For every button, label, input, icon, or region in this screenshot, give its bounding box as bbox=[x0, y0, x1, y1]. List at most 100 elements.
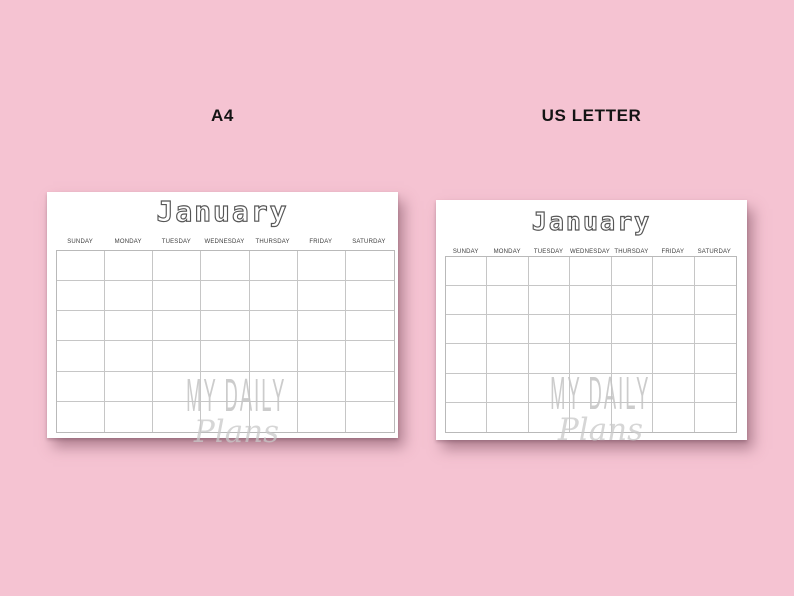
calendar-day-cell bbox=[201, 281, 250, 312]
calendar-day-cell bbox=[201, 341, 250, 372]
calendar-day-cell bbox=[297, 251, 346, 282]
calendar-day-cell bbox=[201, 311, 250, 342]
day-header-sunday: SUNDAY bbox=[452, 249, 479, 255]
calendar-day-cell bbox=[653, 344, 695, 374]
calendar-day-cell bbox=[345, 372, 394, 402]
calendar-day-cell bbox=[446, 344, 488, 374]
calendar-day-cell bbox=[57, 401, 106, 432]
day-header-saturday: SATURDAY bbox=[352, 239, 386, 245]
calendar-day-cell bbox=[297, 281, 346, 312]
calendar-day-cell bbox=[153, 341, 202, 372]
calendar-day-cell bbox=[528, 373, 571, 403]
calendar-day-cell bbox=[153, 401, 202, 432]
calendar-day-cell bbox=[528, 257, 571, 287]
day-header-thursday: THURSDAY bbox=[614, 249, 649, 255]
day-header-monday: MONDAY bbox=[114, 239, 142, 245]
calendar-day-cell bbox=[611, 257, 654, 287]
day-header-tuesday: TUESDAY bbox=[161, 239, 191, 245]
calendar-day-cell bbox=[446, 402, 488, 432]
calendar-day-cell bbox=[653, 402, 695, 432]
calendar-day-cell bbox=[249, 311, 298, 342]
format-label-a4: A4 bbox=[211, 106, 234, 125]
calendar-day-cell bbox=[695, 403, 736, 432]
calendar-day-cell bbox=[249, 281, 298, 312]
calendar-day-cell bbox=[346, 402, 394, 432]
calendar-day-cell bbox=[694, 374, 736, 403]
calendar-day-cell bbox=[249, 371, 298, 402]
calendar-title: January bbox=[531, 206, 652, 236]
calendar-day-cell bbox=[694, 257, 736, 287]
day-header-saturday: SATURDAY bbox=[697, 249, 731, 255]
day-header-monday: MONDAY bbox=[493, 249, 521, 255]
calendar-day-cell bbox=[345, 311, 394, 342]
calendar-day-cell bbox=[611, 344, 654, 374]
calendar-day-cell bbox=[105, 341, 154, 372]
calendar-day-cell bbox=[611, 315, 654, 345]
calendar-day-cell bbox=[694, 344, 736, 374]
day-header-row: SUNDAY MONDAY TUESDAY WEDNESDAY THURSDAY… bbox=[445, 240, 735, 258]
calendar-day-cell bbox=[570, 315, 612, 345]
calendar-day-cell bbox=[611, 373, 654, 403]
calendar-day-cell bbox=[612, 402, 654, 432]
calendar-day-cell bbox=[249, 341, 298, 372]
calendar-day-cell bbox=[153, 311, 202, 342]
calendar-day-cell bbox=[201, 401, 250, 432]
day-header-sunday: SUNDAY bbox=[67, 239, 93, 245]
calendar-day-cell bbox=[653, 373, 695, 403]
calendar-grid bbox=[56, 250, 395, 433]
calendar-day-cell bbox=[446, 373, 488, 403]
calendar-day-cell bbox=[153, 371, 202, 402]
calendar-day-cell bbox=[653, 315, 695, 345]
calendar-day-cell bbox=[57, 341, 106, 372]
calendar-day-cell bbox=[694, 315, 736, 345]
day-header-friday: FRIDAY bbox=[661, 249, 685, 255]
calendar-day-cell bbox=[653, 286, 695, 316]
calendar-day-cell bbox=[57, 251, 106, 282]
calendar-day-cell bbox=[57, 371, 106, 402]
calendar-day-cell bbox=[570, 257, 612, 287]
calendar-day-cell bbox=[570, 344, 612, 374]
calendar-day-cell bbox=[201, 251, 250, 282]
calendar-day-cell bbox=[298, 401, 346, 432]
day-header-friday: FRIDAY bbox=[309, 239, 333, 245]
calendar-day-cell bbox=[345, 341, 394, 372]
calendar-day-cell bbox=[345, 281, 394, 312]
calendar-day-cell bbox=[487, 373, 529, 403]
calendar-day-cell bbox=[611, 286, 654, 316]
calendar-day-cell bbox=[105, 311, 154, 342]
calendar-day-cell bbox=[446, 315, 488, 345]
calendar-day-cell bbox=[201, 371, 250, 402]
calendar-day-cell bbox=[250, 401, 298, 432]
day-header-thursday: THURSDAY bbox=[255, 239, 290, 245]
calendar-day-cell bbox=[529, 402, 571, 432]
calendar-day-cell bbox=[528, 344, 571, 374]
format-label-us-letter: US LETTER bbox=[541, 106, 642, 125]
calendar-day-cell bbox=[153, 281, 202, 312]
calendar-day-cell bbox=[487, 286, 529, 316]
calendar-day-cell bbox=[297, 341, 346, 372]
calendar-day-cell bbox=[153, 251, 202, 282]
calendar-day-cell bbox=[528, 315, 571, 345]
calendar-day-cell bbox=[528, 286, 571, 316]
calendar-day-cell bbox=[694, 286, 736, 316]
calendar-page-a4: January SUNDAY MONDAY TUESDAY WEDNESDAY … bbox=[47, 192, 398, 447]
calendar-day-cell bbox=[57, 311, 106, 342]
calendar-day-cell bbox=[297, 311, 346, 342]
calendar-day-cell bbox=[105, 401, 154, 432]
calendar-day-cell bbox=[487, 257, 529, 287]
calendar-day-cell bbox=[345, 251, 394, 282]
calendar-day-cell bbox=[446, 257, 488, 287]
calendar-day-cell bbox=[570, 286, 612, 316]
calendar-day-cell bbox=[487, 402, 529, 432]
calendar-day-cell bbox=[487, 315, 529, 345]
calendar-day-cell bbox=[105, 371, 154, 402]
calendar-day-cell bbox=[105, 251, 154, 282]
day-header-wednesday: WEDNESDAY bbox=[569, 249, 610, 255]
calendar-day-cell bbox=[105, 281, 154, 312]
calendar-grid bbox=[445, 256, 737, 433]
calendar-day-cell bbox=[653, 257, 695, 287]
calendar-day-cell bbox=[297, 371, 346, 402]
calendar-title: January bbox=[156, 194, 289, 228]
calendar-day-cell bbox=[570, 373, 612, 403]
